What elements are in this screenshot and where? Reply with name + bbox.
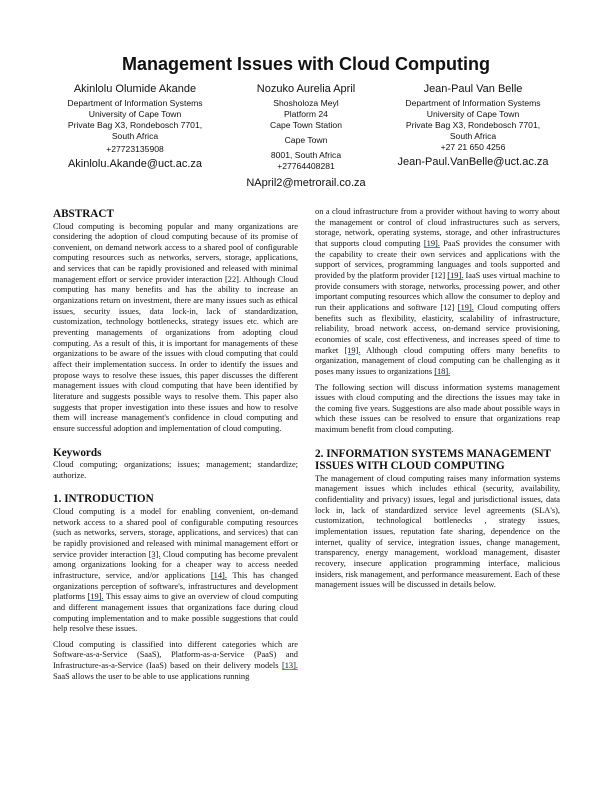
- phone: +27723135908: [106, 144, 164, 154]
- affiliation-line: University of Cape Town: [88, 109, 182, 119]
- text-run: SaaS allows the user to be able to use a…: [53, 671, 250, 681]
- author-email[interactable]: NApril2@metrorail.co.za: [246, 177, 366, 189]
- section-heading: 2. INFORMATION SYSTEMS MANAGEMENT ISSUES…: [315, 447, 551, 473]
- section-heading: ABSTRACT: [53, 208, 114, 220]
- paragraph: The following section will discuss infor…: [315, 383, 560, 436]
- affiliation-line: Private Bag X3, Rondebosch 7701,: [67, 120, 203, 130]
- affiliation-line: Department of Information Systems: [67, 98, 203, 108]
- author-block: Akinlolu Olumide Akande Department of In…: [35, 82, 235, 172]
- citation-link[interactable]: [18].: [434, 366, 451, 376]
- text-run: This essay aims to give an overview of c…: [53, 592, 298, 634]
- paragraph: Cloud computing; organizations; issues; …: [53, 460, 298, 481]
- author-name: Akinlolu Olumide Akande: [73, 83, 197, 95]
- text-run: Cloud computing is a model for enabling …: [53, 506, 298, 559]
- author-email[interactable]: Akinlolu.Akande@uct.ac.za: [67, 158, 203, 170]
- affiliation-line: Cape Town Station: [270, 120, 342, 130]
- text-run: Cloud computing; organizations; issues; …: [53, 460, 298, 480]
- author-email[interactable]: Jean-Paul.VanBelle@uct.ac.za: [397, 156, 549, 168]
- citation-link[interactable]: [19].: [447, 270, 464, 280]
- text-run: This has changed organizations perceptio…: [53, 570, 298, 602]
- author-block: Nozuko Aurelia April Shosholoza Meyl Pla…: [206, 82, 406, 191]
- text-run: Cloud computing has become prevalent amo…: [53, 549, 298, 580]
- affiliation-line: University of Cape Town: [426, 109, 520, 119]
- right-column: on a cloud infrastructure from a provide…: [315, 207, 560, 596]
- text-run: IaaS uses virtual machine to provide con…: [315, 270, 560, 312]
- citation-link[interactable]: [19].: [423, 238, 440, 248]
- text-run: Although cloud computing offers many ben…: [315, 345, 560, 376]
- paragraph: Cloud computing is a model for enabling …: [53, 507, 298, 635]
- text-run: The following section will discuss infor…: [315, 382, 560, 435]
- text-run: Cloud computing is classified into diffe…: [53, 639, 298, 671]
- citation-link[interactable]: [14].: [210, 570, 227, 580]
- citation-link[interactable]: [13].: [281, 661, 298, 671]
- affiliation-line: Cape Town: [284, 135, 328, 145]
- author-name: Nozuko Aurelia April: [256, 83, 356, 95]
- citation-link[interactable]: [19].: [344, 345, 361, 355]
- left-column: ABSTRACT Cloud computing is becoming popu…: [53, 208, 298, 687]
- paragraph: Cloud computing is becoming popular and …: [53, 222, 298, 435]
- affiliation-line: 8001, South Africa: [270, 150, 342, 160]
- paper-title: Management Issues with Cloud Computing: [121, 54, 490, 74]
- author-name: Jean-Paul Van Belle: [423, 83, 523, 95]
- section-heading: 1. INTRODUCTION: [53, 493, 154, 506]
- text-run: Cloud computing is becoming popular and …: [53, 221, 298, 433]
- affiliation-line: Shosholoza Meyl: [273, 98, 339, 108]
- text-run: The management of cloud computing raises…: [315, 473, 560, 590]
- phone: +27764408281: [277, 161, 335, 171]
- affiliation-line: South Africa: [449, 131, 497, 141]
- text-run: Cloud computing offers benefits such as …: [315, 302, 560, 355]
- section-heading: Keywords: [53, 446, 102, 459]
- author-block: Jean-Paul Van Belle Department of Inform…: [373, 82, 573, 170]
- text-run: PaaS provides the consumer with the capa…: [315, 238, 560, 280]
- affiliation-line: South Africa: [111, 131, 159, 141]
- citation-link[interactable]: [3].: [148, 549, 161, 559]
- text-run: on a cloud infrastructure from a provide…: [315, 207, 560, 248]
- citation-link[interactable]: [19].: [87, 592, 104, 602]
- paragraph: on a cloud infrastructure from a provide…: [315, 207, 560, 378]
- affiliation-line: Department of Information Systems: [405, 98, 541, 108]
- affiliation-line: Private Bag X3, Rondebosch 7701,: [405, 120, 541, 130]
- citation-link[interactable]: [19].: [457, 302, 474, 312]
- affiliation-line: Platform 24: [284, 109, 328, 119]
- phone: +27 21 650 4256: [440, 142, 506, 152]
- paragraph: The management of cloud computing raises…: [315, 474, 560, 591]
- paragraph: Cloud computing is classified into diffe…: [53, 640, 298, 683]
